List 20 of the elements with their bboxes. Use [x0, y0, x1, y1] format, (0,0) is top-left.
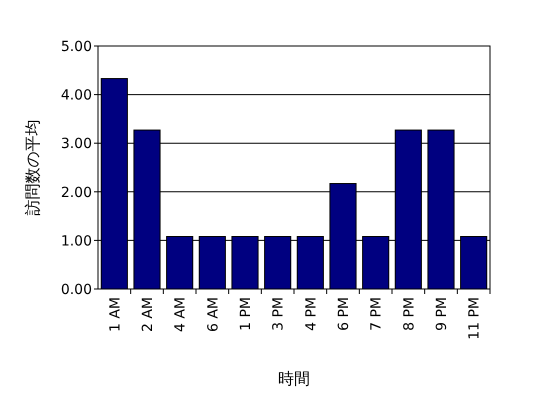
x-tick-label: 8 PM [401, 297, 418, 331]
x-tick-label: 7 PM [368, 297, 385, 331]
y-tick-label: 3.00 [60, 136, 92, 152]
x-tick-label: 4 PM [303, 297, 320, 331]
y-tick-label: 5.00 [60, 39, 92, 55]
y-axis-title: 訪問数の平均 [23, 120, 42, 216]
x-tick-label: 9 PM [434, 297, 450, 331]
x-tick-label: 6 PM [336, 297, 352, 331]
y-tick-label: 1.00 [60, 233, 92, 250]
x-tick-label: 11 PM [466, 297, 483, 340]
y-tick-label: 2.00 [60, 184, 92, 201]
x-axis-title: 時間 [278, 369, 310, 388]
x-tick-label: 4 AM [172, 297, 189, 332]
x-tick-label: 3 PM [270, 297, 287, 331]
y-tick-label: 0.00 [60, 282, 92, 298]
x-tick-label: 1 AM [107, 297, 124, 332]
x-tick-label: 1 PM [238, 297, 254, 331]
x-tick-label: 6 AM [205, 297, 222, 332]
x-tick-label: 2 AM [140, 297, 156, 332]
y-tick-label: 4.00 [60, 88, 92, 104]
